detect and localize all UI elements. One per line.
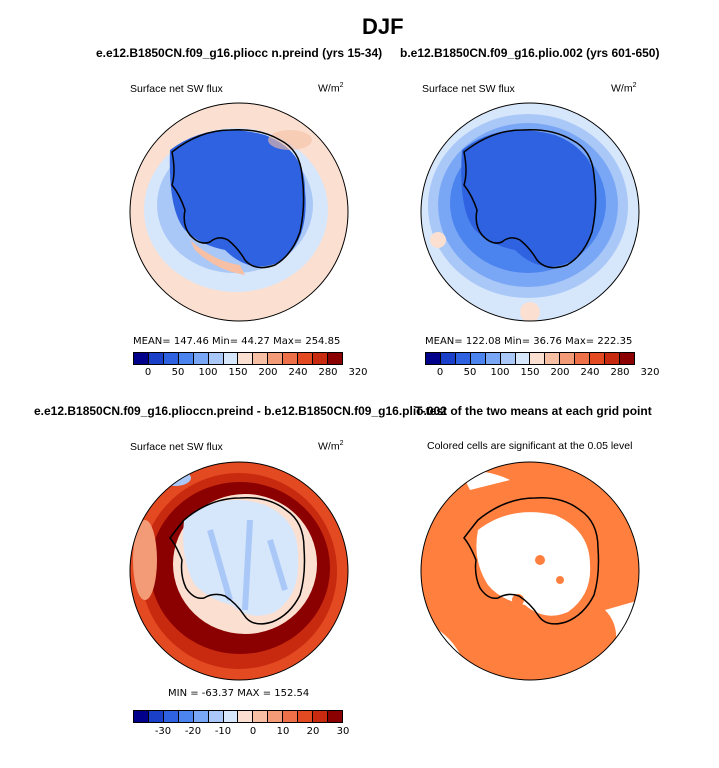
colorbar-tick-label: 320 bbox=[640, 367, 660, 378]
colorbar-tick-label: 10 bbox=[276, 726, 290, 737]
colorbar-swatch bbox=[590, 353, 606, 364]
colorbar-swatch bbox=[148, 353, 164, 364]
colorbar-tick-label: -30 bbox=[154, 726, 172, 737]
panel-2-colorbar-ticks: 0 50 100 150 200 240 280 320 bbox=[425, 367, 660, 381]
colorbar-swatch bbox=[163, 711, 179, 722]
panel-3-colorbar-ticks: -30 -20 -10 0 10 20 30 bbox=[133, 726, 350, 740]
panel-2-title: b.e12.B1850CN.f09_g16.plio.002 (yrs 601-… bbox=[400, 46, 660, 60]
panel-2-units: W/m2 bbox=[611, 82, 636, 95]
panel-1-units: W/m2 bbox=[318, 82, 343, 95]
panel-1-colorbar-ticks: 0 50 100 150 200 240 280 320 bbox=[133, 367, 368, 381]
colorbar-tick-label: 50 bbox=[171, 367, 185, 378]
colorbar-swatch bbox=[515, 353, 531, 364]
colorbar-swatch bbox=[134, 711, 149, 722]
panel-3-units-sup: 2 bbox=[339, 440, 344, 447]
colorbar-swatch bbox=[605, 353, 620, 364]
panel-4-note: Colored cells are significant at the 0.0… bbox=[427, 440, 633, 452]
panel-2-units-sup: 2 bbox=[632, 82, 637, 89]
colorbar-swatch bbox=[298, 711, 314, 722]
panel-2-colorbar bbox=[425, 352, 635, 365]
colorbar-swatch bbox=[134, 353, 149, 364]
colorbar-swatch bbox=[530, 353, 546, 364]
colorbar-swatch bbox=[298, 353, 314, 364]
colorbar-swatch bbox=[619, 353, 634, 364]
colorbar-swatch bbox=[253, 711, 269, 722]
colorbar-swatch bbox=[313, 711, 328, 722]
panel-3-title: e.e12.B1850CN.f09_g16.plioccn.preind - b… bbox=[34, 404, 447, 418]
colorbar-swatch bbox=[268, 711, 284, 722]
colorbar-tick-label: 200 bbox=[258, 367, 278, 378]
colorbar-tick-label: 20 bbox=[306, 726, 320, 737]
colorbar-tick-label: 280 bbox=[318, 367, 338, 378]
page-title: DJF bbox=[362, 14, 404, 39]
colorbar-tick-label: 100 bbox=[198, 367, 218, 378]
colorbar-swatch bbox=[440, 353, 456, 364]
panel-3-stats: MIN = -63.37 MAX = 152.54 bbox=[168, 688, 310, 699]
colorbar-swatch bbox=[208, 353, 224, 364]
colorbar-tick-label: 150 bbox=[520, 367, 540, 378]
colorbar-swatch bbox=[426, 353, 441, 364]
colorbar-swatch bbox=[223, 353, 239, 364]
colorbar-swatch bbox=[178, 353, 194, 364]
colorbar-tick-label: 100 bbox=[490, 367, 510, 378]
colorbar-tick-label: 280 bbox=[610, 367, 630, 378]
colorbar-swatch bbox=[193, 711, 209, 722]
panel-1-stats: MEAN= 147.46 Min= 44.27 Max= 254.85 bbox=[133, 336, 341, 347]
colorbar-swatch bbox=[253, 353, 269, 364]
panel-1-units-sup: 2 bbox=[339, 82, 344, 89]
panel-3-variable-label: Surface net SW flux bbox=[130, 441, 223, 453]
colorbar-swatch bbox=[500, 353, 516, 364]
colorbar-tick-label: 0 bbox=[144, 367, 152, 378]
colorbar-swatch bbox=[485, 353, 501, 364]
colorbar-swatch bbox=[238, 353, 254, 364]
panel-1-units-text: W/m bbox=[318, 82, 340, 95]
colorbar-tick-label: 200 bbox=[550, 367, 570, 378]
colorbar-swatch bbox=[283, 353, 299, 364]
panel-1-colorbar bbox=[133, 352, 343, 365]
colorbar-swatch bbox=[268, 353, 284, 364]
colorbar-swatch bbox=[313, 353, 328, 364]
panel-4-title: T-test of the two means at each grid poi… bbox=[415, 404, 652, 418]
panel-2-units-text: W/m bbox=[611, 82, 633, 95]
colorbar-tick-label: 240 bbox=[288, 367, 308, 378]
colorbar-swatch bbox=[208, 711, 224, 722]
colorbar-swatch bbox=[327, 711, 342, 722]
colorbar-tick-label: -10 bbox=[214, 726, 232, 737]
panel-2-stats: MEAN= 122.08 Min= 36.76 Max= 222.35 bbox=[425, 336, 633, 347]
colorbar-swatch bbox=[470, 353, 486, 364]
colorbar-swatch bbox=[560, 353, 576, 364]
colorbar-tick-label: -20 bbox=[184, 726, 202, 737]
colorbar-swatch bbox=[193, 353, 209, 364]
colorbar-swatch bbox=[163, 353, 179, 364]
colorbar-swatch bbox=[223, 711, 239, 722]
colorbar-tick-label: 30 bbox=[336, 726, 350, 737]
colorbar-tick-label: 0 bbox=[436, 367, 444, 378]
colorbar-swatch bbox=[327, 353, 342, 364]
panel-1-variable-label: Surface net SW flux bbox=[130, 83, 223, 95]
panel-2-variable-label: Surface net SW flux bbox=[422, 83, 515, 95]
panel-1-title: e.e12.B1850CN.f09_g16.pliocc n.preind (y… bbox=[96, 46, 383, 60]
colorbar-tick-label: 320 bbox=[348, 367, 368, 378]
colorbar-tick-label: 150 bbox=[228, 367, 248, 378]
colorbar-swatch bbox=[178, 711, 194, 722]
colorbar-swatch bbox=[545, 353, 561, 364]
colorbar-swatch bbox=[148, 711, 164, 722]
colorbar-tick-label: 240 bbox=[580, 367, 600, 378]
colorbar-swatch bbox=[238, 711, 254, 722]
panel-3-units-text: W/m bbox=[318, 440, 340, 453]
colorbar-swatch bbox=[455, 353, 471, 364]
colorbar-swatch bbox=[575, 353, 591, 364]
panel-3-units: W/m2 bbox=[318, 440, 343, 453]
panel-3-colorbar bbox=[133, 710, 343, 723]
colorbar-swatch bbox=[283, 711, 299, 722]
colorbar-tick-label: 0 bbox=[249, 726, 257, 737]
colorbar-tick-label: 50 bbox=[463, 367, 477, 378]
